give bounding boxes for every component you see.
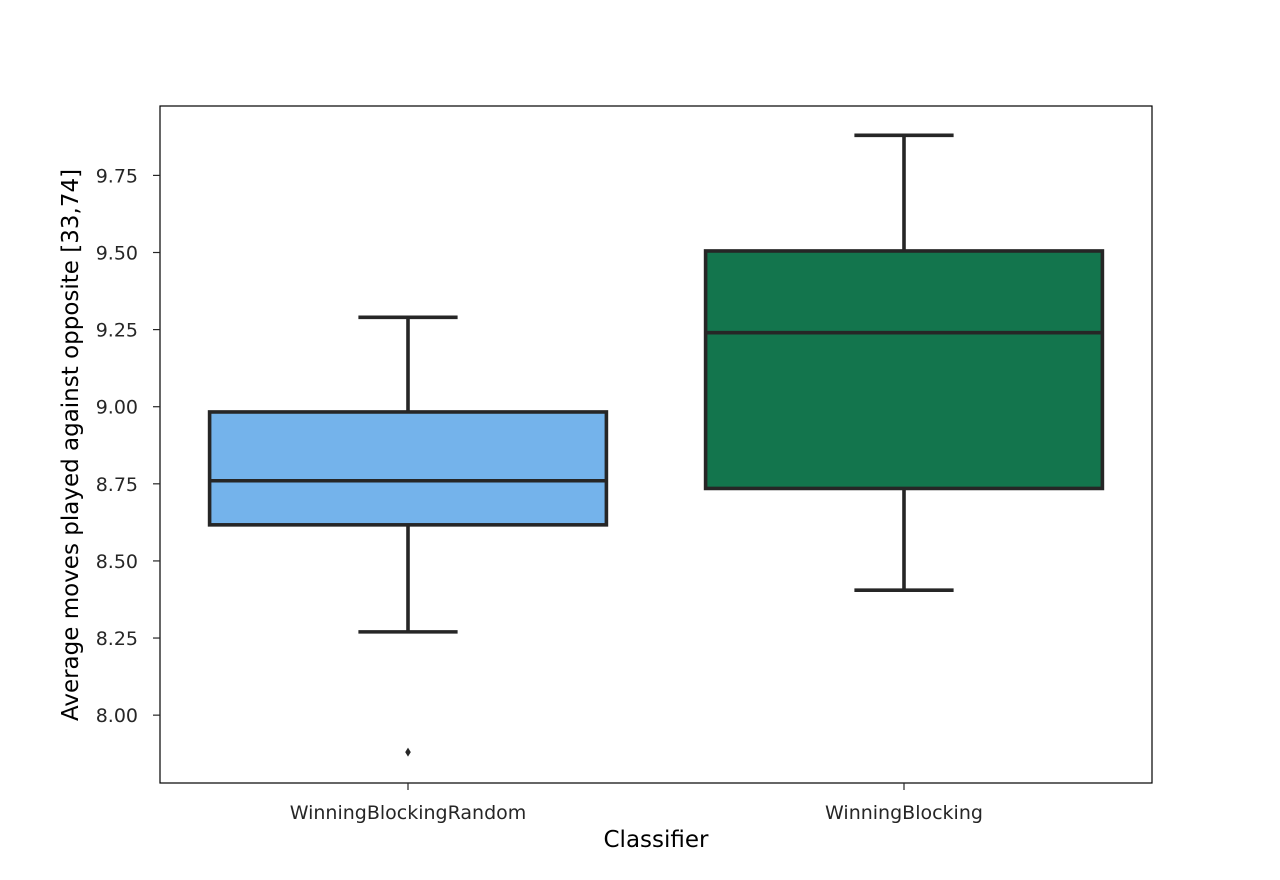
box-marks (207, 133, 1105, 757)
y-axis: 8.00 8.25 8.50 8.75 9.00 9.25 9.50 9.75 (96, 165, 160, 727)
box-iqr (207, 410, 609, 527)
box-group-WinningBlockingRandom (207, 315, 609, 757)
y-tick-label: 9.50 (96, 243, 138, 265)
x-axis-title: Classifier (604, 827, 710, 853)
x-tick-label: WinningBlockingRandom (290, 802, 527, 824)
y-tick-label: 9.00 (96, 397, 138, 419)
y-tick-label: 8.00 (96, 705, 138, 727)
y-axis-title: Average moves played against opposite [3… (58, 169, 84, 721)
outlier-point (405, 747, 411, 757)
y-tick-label: 8.75 (96, 474, 138, 496)
box-group-WinningBlocking (703, 133, 1105, 593)
x-axis: WinningBlockingRandom WinningBlocking (290, 783, 983, 824)
y-tick-label: 9.75 (96, 165, 138, 187)
x-tick-label: WinningBlocking (825, 802, 983, 824)
y-tick-label: 8.25 (96, 628, 138, 650)
y-tick-label: 9.25 (96, 320, 138, 342)
box-iqr (703, 249, 1105, 491)
y-tick-label: 8.50 (96, 551, 138, 573)
